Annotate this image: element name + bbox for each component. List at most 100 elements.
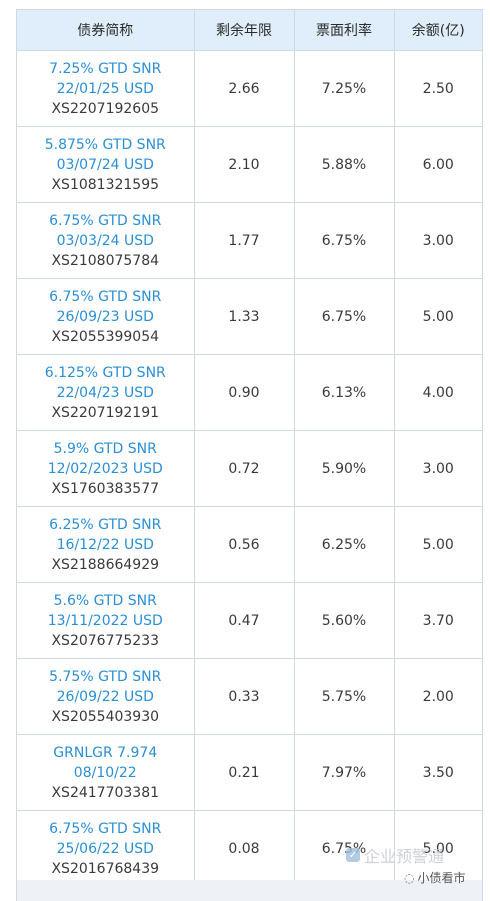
balance-cell: 4.00 [394, 354, 482, 431]
platform-watermark-text: 企业预警通 [364, 847, 445, 866]
bond-name-cell[interactable]: 6.75% GTD SNR 03/03/24 USD XS2108075784 [17, 202, 195, 279]
wechat-icon: ◌ [404, 870, 415, 885]
bond-name-link-line1[interactable]: 6.75% GTD SNR [49, 820, 162, 837]
header-coupon-rate[interactable]: 票面利率 [294, 10, 395, 51]
bond-name-link-line2[interactable]: 26/09/23 USD [56, 308, 154, 325]
table-row[interactable]: 6.75% GTD SNR 26/09/23 USD XS2055399054 1.3… [17, 278, 482, 355]
bond-name-link-line1[interactable]: 7.25% GTD SNR [49, 60, 162, 77]
balance-cell: 2.50 [394, 50, 482, 127]
coupon-rate-cell: 6.75% [294, 202, 395, 279]
remaining-years-cell: 1.33 [194, 278, 295, 355]
bond-name-link-line1[interactable]: 5.6% GTD SNR [53, 592, 157, 609]
bond-name-cell[interactable]: GRNLGR 7.974 08/10/22 XS2417703381 [17, 734, 195, 811]
table-row[interactable]: 6.75% GTD SNR 25/06/22 USD XS2016768439 0.0… [17, 810, 482, 887]
bond-name-link-line2[interactable]: 25/06/22 USD [56, 840, 154, 857]
bond-name-link-line2[interactable]: 08/10/22 [73, 764, 137, 781]
account-watermark-text: 小债看市 [417, 871, 466, 885]
account-watermark: ◌ 小债看市 [404, 869, 466, 886]
coupon-rate-cell: 6.25% [294, 506, 395, 583]
bond-isin: XS2207192605 [51, 100, 160, 117]
table-row[interactable]: 6.125% GTD SNR 22/04/23 USD XS2207192191 0.… [17, 354, 482, 431]
coupon-rate-cell: 7.97% [294, 734, 395, 811]
bond-isin: XS1760383577 [51, 480, 160, 497]
balance-cell: 5.00 [394, 278, 482, 355]
bond-isin: XS2076775233 [51, 632, 160, 649]
bond-name-cell[interactable]: 6.75% GTD SNR 25/06/22 USD XS2016768439 [17, 810, 195, 887]
table-row[interactable]: 6.25% GTD SNR 16/12/22 USD XS2188664929 0.5… [17, 506, 482, 583]
header-balance[interactable]: 余额(亿) [394, 10, 482, 51]
balance-cell: 3.70 [394, 582, 482, 659]
coupon-rate-cell: 6.75% [294, 810, 395, 887]
bond-name-link-line1[interactable]: 6.75% GTD SNR [49, 288, 162, 305]
balance-cell: 2.00 [394, 658, 482, 735]
bond-name-link-line1[interactable]: 6.125% GTD SNR [44, 364, 166, 381]
bond-isin: XS2207192191 [51, 404, 160, 421]
bond-name-link-line2[interactable]: 03/07/24 USD [56, 156, 154, 173]
bond-name-link-line1[interactable]: 5.875% GTD SNR [44, 136, 166, 153]
table-row[interactable]: 5.875% GTD SNR 03/07/24 USD XS1081321595 2.… [17, 126, 482, 203]
table-row[interactable]: 6.75% GTD SNR 03/03/24 USD XS2108075784 1.7… [17, 202, 482, 279]
bond-isin: XS2417703381 [51, 784, 160, 801]
bond-name-cell[interactable]: 5.875% GTD SNR 03/07/24 USD XS1081321595 [17, 126, 195, 203]
bond-isin: XS2188664929 [51, 556, 160, 573]
balance-cell: 6.00 [394, 126, 482, 203]
bond-name-cell[interactable]: 6.75% GTD SNR 26/09/23 USD XS2055399054 [17, 278, 195, 355]
platform-watermark: ✓ 企业预警通 [346, 843, 444, 867]
bond-name-link-line1[interactable]: 5.9% GTD SNR [53, 440, 157, 457]
remaining-years-cell: 0.47 [194, 582, 295, 659]
table-row[interactable]: 5.6% GTD SNR 13/11/2022 USD XS2076775233 0.… [17, 582, 482, 659]
header-bond-name[interactable]: 债券简称 [17, 10, 195, 51]
bond-isin: XS2055399054 [51, 328, 160, 345]
coupon-rate-cell: 7.25% [294, 50, 395, 127]
bond-name-link-line2[interactable]: 12/02/2023 USD [47, 460, 163, 477]
table-row[interactable]: 5.9% GTD SNR 12/02/2023 USD XS1760383577 0.… [17, 430, 482, 507]
bond-name-cell[interactable]: 7.25% GTD SNR 22/01/25 USD XS2207192605 [17, 50, 195, 127]
bond-name-link-line1[interactable]: 6.75% GTD SNR [49, 212, 162, 229]
balance-cell: 3.00 [394, 430, 482, 507]
bond-name-cell[interactable]: 5.9% GTD SNR 12/02/2023 USD XS1760383577 [17, 430, 195, 507]
bond-name-link-line2[interactable]: 03/03/24 USD [56, 232, 154, 249]
table-footer-bar [16, 880, 483, 901]
remaining-years-cell: 0.90 [194, 354, 295, 431]
remaining-years-cell: 0.56 [194, 506, 295, 583]
bond-name-link-line1[interactable]: GRNLGR 7.974 [53, 744, 158, 761]
bond-name-link-line2[interactable]: 16/12/22 USD [56, 536, 154, 553]
bond-name-link-line1[interactable]: 5.75% GTD SNR [49, 668, 162, 685]
table-header-row: 债券简称 剩余年限 票面利率 余额(亿) [17, 10, 482, 51]
balance-cell: 5.00 [394, 506, 482, 583]
bond-name-cell[interactable]: 6.125% GTD SNR 22/04/23 USD XS2207192191 [17, 354, 195, 431]
remaining-years-cell: 0.72 [194, 430, 295, 507]
coupon-rate-cell: 5.90% [294, 430, 395, 507]
remaining-years-cell: 0.21 [194, 734, 295, 811]
bond-name-link-line2[interactable]: 22/01/25 USD [56, 80, 154, 97]
coupon-rate-cell: 5.75% [294, 658, 395, 735]
bond-isin: XS2108075784 [51, 252, 160, 269]
bond-name-cell[interactable]: 5.75% GTD SNR 26/09/22 USD XS2055403930 [17, 658, 195, 735]
bond-isin: XS1081321595 [51, 176, 160, 193]
bond-name-link-line2[interactable]: 26/09/22 USD [56, 688, 154, 705]
coupon-rate-cell: 5.60% [294, 582, 395, 659]
remaining-years-cell: 2.10 [194, 126, 295, 203]
table-row[interactable]: 5.75% GTD SNR 26/09/22 USD XS2055403930 0.3… [17, 658, 482, 735]
bond-name-cell[interactable]: 5.6% GTD SNR 13/11/2022 USD XS2076775233 [17, 582, 195, 659]
remaining-years-cell: 2.66 [194, 50, 295, 127]
bond-name-link-line2[interactable]: 22/04/23 USD [56, 384, 154, 401]
remaining-years-cell: 0.33 [194, 658, 295, 735]
table-body: 7.25% GTD SNR 22/01/25 USD XS2207192605 2.6… [17, 50, 482, 887]
table-row[interactable]: 7.25% GTD SNR 22/01/25 USD XS2207192605 2.6… [17, 50, 482, 127]
remaining-years-cell: 1.77 [194, 202, 295, 279]
bond-table-container: 债券简称 剩余年限 票面利率 余额(亿) 7.25% GTD SNR 22/01/… [16, 9, 483, 887]
bond-isin: XS2016768439 [51, 860, 160, 877]
bond-table: 债券简称 剩余年限 票面利率 余额(亿) 7.25% GTD SNR 22/01/… [17, 10, 482, 887]
bond-name-link-line2[interactable]: 13/11/2022 USD [47, 612, 163, 629]
coupon-rate-cell: 6.13% [294, 354, 395, 431]
bond-name-link-line1[interactable]: 6.25% GTD SNR [49, 516, 162, 533]
coupon-rate-cell: 5.88% [294, 126, 395, 203]
balance-cell: 3.00 [394, 202, 482, 279]
table-row[interactable]: GRNLGR 7.974 08/10/22 XS2417703381 0.21 7.97… [17, 734, 482, 811]
balance-cell: 3.50 [394, 734, 482, 811]
bond-isin: XS2055403930 [51, 708, 160, 725]
bond-name-cell[interactable]: 6.25% GTD SNR 16/12/22 USD XS2188664929 [17, 506, 195, 583]
platform-logo-icon: ✓ [346, 848, 360, 862]
header-remaining-years[interactable]: 剩余年限 [194, 10, 295, 51]
